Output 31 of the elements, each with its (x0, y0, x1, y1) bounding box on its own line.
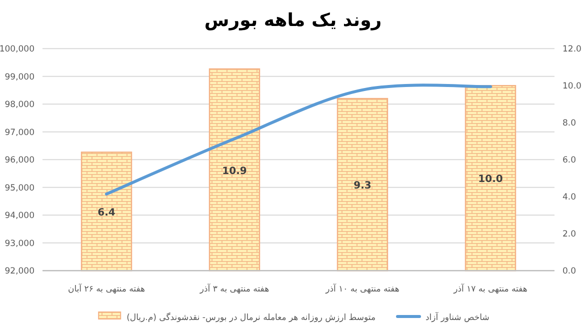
x-tick-label: هفته منتهی به ۲۶ آبان (68, 284, 146, 295)
y2-tick-label: 4.0 (562, 192, 576, 203)
y2-tick-label: 0.0 (562, 266, 576, 277)
data-label: 9.3 (354, 180, 372, 192)
data-label: 10.0 (478, 174, 503, 186)
y-tick-label: 96,000 (4, 156, 34, 166)
y-tick-label: 98,000 (4, 100, 34, 110)
x-tick-label: هفته منتهی به ۳ آذر (198, 284, 270, 295)
y2-tick-label: 12.0 (562, 44, 582, 55)
bar (464, 85, 516, 272)
bar (80, 152, 132, 272)
y-tick-label: 100,000 (0, 44, 34, 55)
y-tick-label: 97,000 (4, 128, 34, 138)
y-tick-label: 93,000 (4, 238, 34, 249)
bar (208, 68, 260, 272)
x-tick-label: هفته منتهی به ۱۷ آذر (452, 284, 528, 295)
y2-tick-label: 10.0 (562, 82, 582, 92)
x-tick-label: هفته منتهی به ۱۰ آذر (324, 284, 400, 295)
data-label: 10.9 (222, 166, 247, 177)
chart-title: روند یک ماهه بورس (204, 10, 382, 31)
y-tick-label: 92,000 (4, 266, 34, 277)
y2-tick-label: 8.0 (562, 118, 576, 129)
y2-tick-label: 2.0 (562, 230, 576, 240)
y-tick-label: 99,000 (4, 72, 34, 82)
legend-label: شاخص شناور آزاد (426, 312, 490, 323)
y2-tick-label: 6.0 (562, 156, 576, 166)
data-label: 6.4 (98, 207, 116, 218)
bar (336, 98, 388, 272)
y-tick-label: 95,000 (4, 183, 34, 194)
y-tick-label: 94,000 (4, 211, 34, 222)
legend-label: متوسط ارزش روزانه هر معامله نرمال در بورس- نقدشوندگی (م.ریال) (126, 312, 376, 323)
